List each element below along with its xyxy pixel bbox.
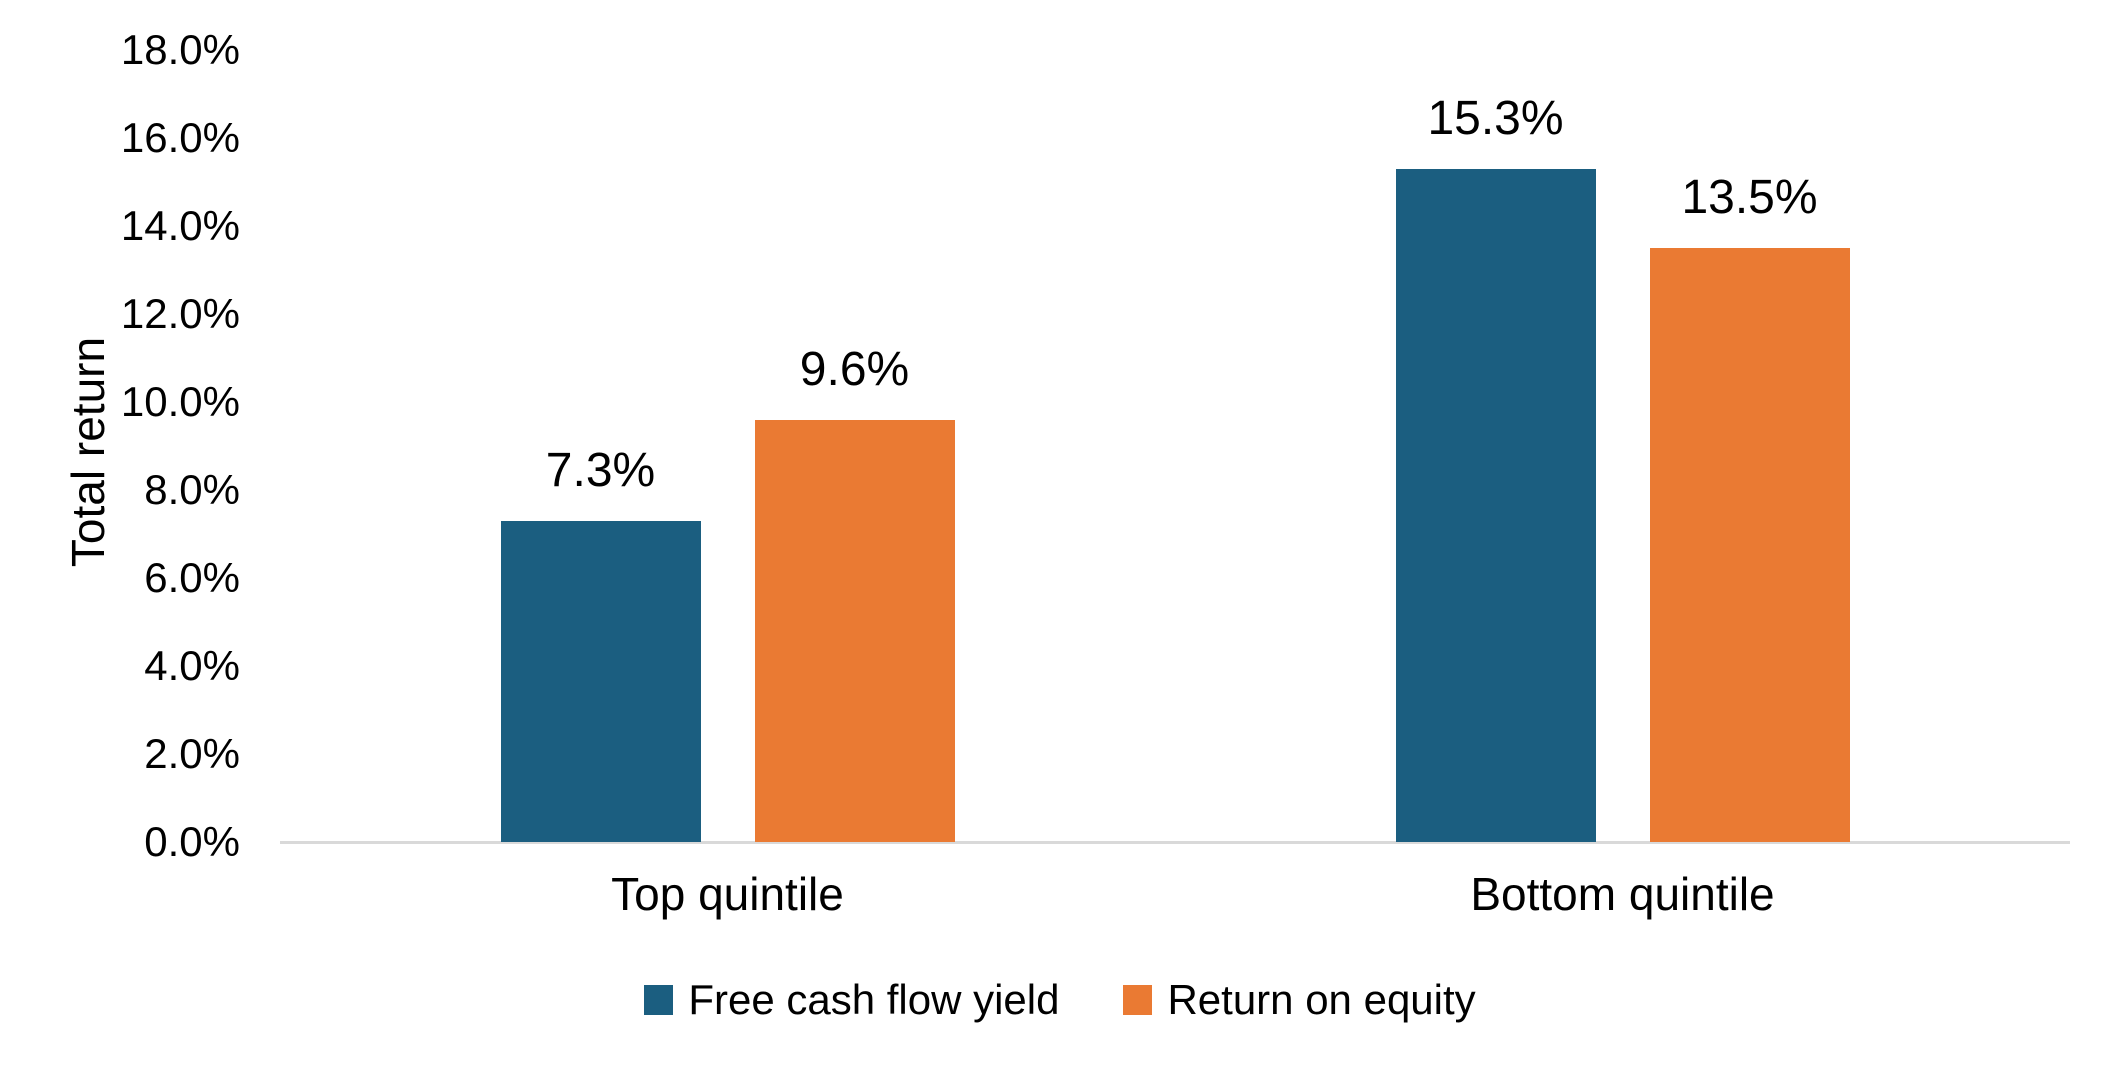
bar-return-on-equity-bottom-quintile: [1649, 248, 1850, 842]
y-tick-label-6-0: 6.0%: [144, 554, 240, 601]
legend-swatch-icon: [644, 985, 674, 1015]
bar-return-on-equity-top-quintile: [754, 419, 955, 842]
bar-value-label-free-cash-flow-yield-top-quintile: 7.3%: [545, 443, 656, 497]
legend-swatch-icon: [1123, 985, 1153, 1015]
bar-value-label-return-on-equity-top-quintile: 9.6%: [799, 342, 910, 396]
legend: Free cash flow yield Return on equity: [0, 978, 2120, 1022]
bar-value-label-free-cash-flow-yield-bottom-quintile: 15.3%: [1427, 91, 1564, 145]
y-tick-label-2-0: 2.0%: [144, 730, 240, 777]
y-tick-label-16-0: 16.0%: [120, 114, 240, 161]
y-tick-label-10-0: 10.0%: [120, 378, 240, 425]
y-tick-label-18-0: 18.0%: [120, 26, 240, 73]
y-tick-label-0-0: 0.0%: [144, 818, 240, 865]
legend-item-return-on-equity: Return on equity: [1123, 976, 1476, 1023]
x-category-label-bottom-quintile: Bottom quintile: [1470, 868, 1775, 920]
y-tick-label-8-0: 8.0%: [144, 466, 240, 513]
x-axis-line: [280, 841, 2070, 844]
y-tick-label-4-0: 4.0%: [144, 642, 240, 689]
y-axis-title: Total return: [62, 336, 114, 568]
y-tick-label-14-0: 14.0%: [120, 202, 240, 249]
bar-free-cash-flow-yield-bottom-quintile: [1395, 168, 1596, 842]
x-category-label-top-quintile: Top quintile: [611, 868, 844, 920]
y-tick-label-12-0: 12.0%: [120, 290, 240, 337]
legend-label-free-cash-flow-yield: Free cash flow yield: [688, 976, 1060, 1023]
legend-item-free-cash-flow-yield: Free cash flow yield: [644, 978, 1059, 1022]
bar-value-label-return-on-equity-bottom-quintile: 13.5%: [1681, 171, 1818, 224]
legend-label-return-on-equity: Return on equity: [1167, 976, 1476, 1023]
bar-free-cash-flow-yield-top-quintile: [500, 520, 701, 842]
